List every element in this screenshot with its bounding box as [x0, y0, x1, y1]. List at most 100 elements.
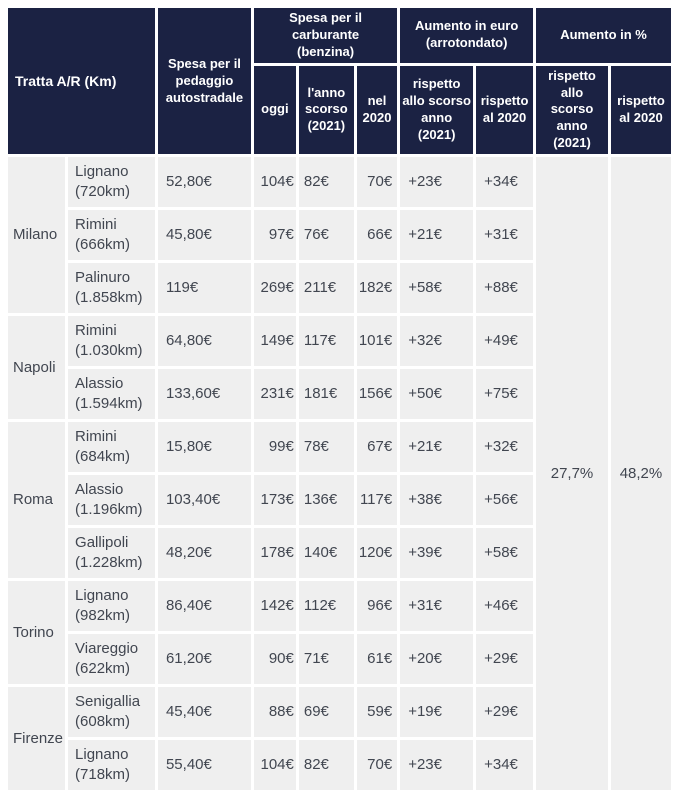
oggi-cell: 231€ [253, 369, 296, 420]
city-cell: Firenze [8, 687, 66, 791]
nel-2020-cell: 70€ [356, 740, 398, 791]
anno-scorso-cell: 82€ [298, 157, 354, 208]
header-rispetto-anno-euro: rispetto allo scorso anno (2021) [400, 65, 474, 155]
diff-2020-cell: +88€ [476, 263, 534, 314]
pedaggio-cell: 15,80€ [157, 422, 251, 473]
destination-name: Alassio [75, 374, 124, 392]
anno-scorso-cell: 136€ [298, 475, 354, 526]
header-group-row: Tratta A/R (Km) Spesa per il pedaggio au… [8, 8, 671, 155]
destination-distance: (718km) [75, 766, 131, 784]
nel-2020-cell: 67€ [356, 422, 398, 473]
destination-cell: Lignano (720km) [68, 157, 155, 208]
oggi-cell: 269€ [253, 263, 296, 314]
table-row: Gallipoli (1.228km) 48,20€ 178€ 140€ 120€ +39€… [8, 528, 671, 579]
diff-2020-cell: +49€ [476, 316, 534, 367]
destination-distance: (1.858km) [75, 289, 143, 307]
table-row: Viareggio (622km) 61,20€ 90€ 71€ 61€ +20€ +29€ [8, 634, 671, 685]
city-cell: Torino [8, 581, 66, 685]
diff-2020-cell: +75€ [476, 369, 534, 420]
destination-cell: Rimini (684km) [68, 422, 155, 473]
nel-2020-cell: 156€ [356, 369, 398, 420]
oggi-cell: 178€ [253, 528, 296, 579]
anno-scorso-cell: 117€ [298, 316, 354, 367]
destination-name: Alassio [75, 480, 124, 498]
destination-name: Lignano [75, 745, 129, 763]
diff-2020-cell: +29€ [476, 687, 534, 738]
pedaggio-cell: 103,40€ [157, 475, 251, 526]
pct-vs-2020-cell: 48,2% [610, 157, 671, 791]
destination-distance: (608km) [75, 713, 131, 731]
destination-cell: Gallipoli (1.228km) [68, 528, 155, 579]
destination-name: Rimini [75, 215, 117, 233]
diff-anno-cell: +21€ [400, 422, 474, 473]
destination-name: Senigallia [75, 692, 141, 710]
destination-cell: Rimini (666km) [68, 210, 155, 261]
table-row: Palinuro (1.858km) 119€ 269€ 211€ 182€ +58€ +88… [8, 263, 671, 314]
pedaggio-cell: 61,20€ [157, 634, 251, 685]
destination-cell: Alassio (1.196km) [68, 475, 155, 526]
oggi-cell: 149€ [253, 316, 296, 367]
table-row: Milano Lignano (720km) 52,80€ 104€ 82€ 70€ +23€… [8, 157, 671, 791]
oggi-cell: 97€ [253, 210, 296, 261]
table-row: Alassio (1.594km) 133,60€ 231€ 181€ 156€ +50€ +… [8, 369, 671, 420]
table-row: Napoli Rimini (1.030km) 64,80€ 149€ 117€ 101€ +… [8, 316, 671, 420]
table-row: Rimini (666km) 45,80€ 97€ 76€ 66€ +21€ +31€ [8, 210, 671, 261]
pedaggio-cell: 45,40€ [157, 687, 251, 738]
nel-2020-cell: 120€ [356, 528, 398, 579]
diff-anno-cell: +38€ [400, 475, 474, 526]
destination-distance: (720km) [75, 183, 131, 201]
pedaggio-cell: 52,80€ [157, 157, 251, 208]
destination-distance: (684km) [75, 448, 131, 466]
destination-cell: Senigallia (608km) [68, 687, 155, 738]
anno-scorso-cell: 76€ [298, 210, 354, 261]
city-cell: Milano [8, 157, 66, 314]
nel-2020-cell: 70€ [356, 157, 398, 208]
destination-cell: Lignano (982km) [68, 581, 155, 632]
diff-2020-cell: +34€ [476, 157, 534, 208]
destination-cell: Rimini (1.030km) [68, 316, 155, 367]
anno-scorso-cell: 211€ [298, 263, 354, 314]
destination-distance: (1.594km) [75, 395, 143, 413]
anno-scorso-cell: 69€ [298, 687, 354, 738]
pct-vs-anno-cell: 27,7% [536, 157, 608, 791]
diff-anno-cell: +20€ [400, 634, 474, 685]
destination-cell: Lignano (718km) [68, 740, 155, 791]
oggi-cell: 90€ [253, 634, 296, 685]
city-cell: Roma [8, 422, 66, 579]
destination-name: Rimini [75, 427, 117, 445]
anno-scorso-cell: 140€ [298, 528, 354, 579]
pedaggio-cell: 48,20€ [157, 528, 251, 579]
diff-anno-cell: +23€ [400, 157, 474, 208]
table-body: Milano Lignano (720km) 52,80€ 104€ 82€ 70€ +23€… [8, 157, 671, 791]
anno-scorso-cell: 71€ [298, 634, 354, 685]
pedaggio-cell: 55,40€ [157, 740, 251, 791]
nel-2020-cell: 101€ [356, 316, 398, 367]
fuel-toll-costs-table: Tratta A/R (Km) Spesa per il pedaggio au… [5, 5, 674, 793]
destination-distance: (666km) [75, 236, 131, 254]
destination-name: Lignano [75, 162, 129, 180]
nel-2020-cell: 96€ [356, 581, 398, 632]
anno-scorso-cell: 112€ [298, 581, 354, 632]
anno-scorso-cell: 181€ [298, 369, 354, 420]
destination-name: Palinuro [75, 268, 131, 286]
oggi-cell: 142€ [253, 581, 296, 632]
diff-anno-cell: +21€ [400, 210, 474, 261]
header-pedaggio: Spesa per il pedaggio autostradale [157, 8, 251, 155]
diff-2020-cell: +46€ [476, 581, 534, 632]
destination-name: Lignano [75, 586, 129, 604]
pedaggio-cell: 133,60€ [157, 369, 251, 420]
header-anno-scorso: l'anno scorso (2021) [298, 65, 354, 155]
diff-2020-cell: +56€ [476, 475, 534, 526]
destination-name: Viareggio [75, 639, 139, 657]
header-carburante-group: Spesa per il carburante (benzina) [253, 8, 398, 63]
diff-anno-cell: +39€ [400, 528, 474, 579]
header-aumento-pct-group: Aumento in % [536, 8, 671, 63]
oggi-cell: 173€ [253, 475, 296, 526]
destination-distance: (622km) [75, 660, 131, 678]
city-cell: Napoli [8, 316, 66, 420]
header-rispetto-2020-euro: rispetto al 2020 [476, 65, 534, 155]
oggi-cell: 104€ [253, 157, 296, 208]
header-oggi: oggi [253, 65, 296, 155]
destination-distance: (1.196km) [75, 501, 143, 519]
diff-anno-cell: +50€ [400, 369, 474, 420]
